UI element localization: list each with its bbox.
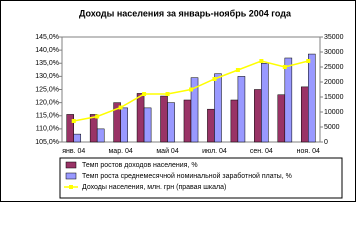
bar <box>300 86 309 143</box>
bar <box>284 57 293 143</box>
line-marker <box>165 92 170 96</box>
y2-tick-label: 25000 <box>324 64 344 71</box>
bar <box>73 133 82 143</box>
bar <box>230 99 239 143</box>
line-marker <box>235 68 240 72</box>
bar <box>214 73 222 143</box>
y-tick-label: 110,0% <box>36 126 59 133</box>
y-tick-label: 145,0% <box>35 34 59 41</box>
y-tick-label: 105,0% <box>35 139 59 146</box>
bar <box>237 76 246 143</box>
y2-tick-label: 15000 <box>324 94 344 101</box>
bar <box>96 128 105 143</box>
y-tick-label: 120,0% <box>35 99 59 106</box>
legend-swatch <box>65 161 77 169</box>
bar <box>136 93 145 143</box>
line-marker <box>259 59 264 63</box>
bar <box>120 107 128 143</box>
legend-label: Темп роста среднемесячной номинальной за… <box>82 172 292 180</box>
bar <box>143 107 152 143</box>
x-tick-label: май 04 <box>156 147 178 155</box>
line-marker <box>212 77 217 81</box>
bar <box>207 108 215 143</box>
chart-title: Доходы населения за январь-ноябрь 2004 г… <box>79 8 292 18</box>
bar <box>160 95 168 143</box>
y2-tick-label: 5000 <box>324 124 340 131</box>
chart: Доходы населения за январь-ноябрь 2004 г… <box>0 0 356 202</box>
y2-tick-label: 35000 <box>324 34 344 41</box>
legend-swatch <box>65 172 77 180</box>
y2-tick-label: 0 <box>324 139 328 146</box>
legend-label: Доходы населения, млн. грн (правая шкала… <box>82 184 226 191</box>
y2-tick-label: 30000 <box>324 49 344 56</box>
bar <box>190 77 199 143</box>
legend <box>59 157 343 199</box>
bar <box>308 53 316 143</box>
line-marker <box>306 59 311 63</box>
line-marker <box>282 65 287 69</box>
y2-tick-label: 10000 <box>324 109 344 116</box>
bar <box>261 63 269 143</box>
legend-label: Темп ростов доходов населения, % <box>82 162 198 169</box>
legend-swatch <box>69 185 73 189</box>
x-tick-label: сен. 04 <box>250 148 273 155</box>
line-marker <box>95 114 100 119</box>
x-tick-label: июл. 04 <box>202 148 227 155</box>
bar <box>254 89 262 143</box>
line-marker <box>118 105 123 110</box>
y2-tick-label: 20000 <box>324 79 344 86</box>
bar <box>183 99 192 143</box>
x-tick-label: мар. 04 <box>108 148 132 155</box>
bar <box>167 102 175 143</box>
x-tick-label: янв. 04 <box>62 148 85 155</box>
x-tick-label: ноя. 04 <box>297 148 320 155</box>
y-tick-label: 140,0% <box>35 47 59 54</box>
bar <box>277 94 286 143</box>
y-tick-label: 135,0% <box>35 60 59 67</box>
bar <box>66 114 74 143</box>
y-tick-label: 130,0% <box>35 73 59 80</box>
line-marker <box>189 87 193 92</box>
bar <box>89 114 98 143</box>
y-tick-label: 125,0% <box>35 86 59 93</box>
line-marker <box>71 119 76 123</box>
line-marker <box>142 92 147 96</box>
y-tick-label: 115,0% <box>36 113 59 120</box>
